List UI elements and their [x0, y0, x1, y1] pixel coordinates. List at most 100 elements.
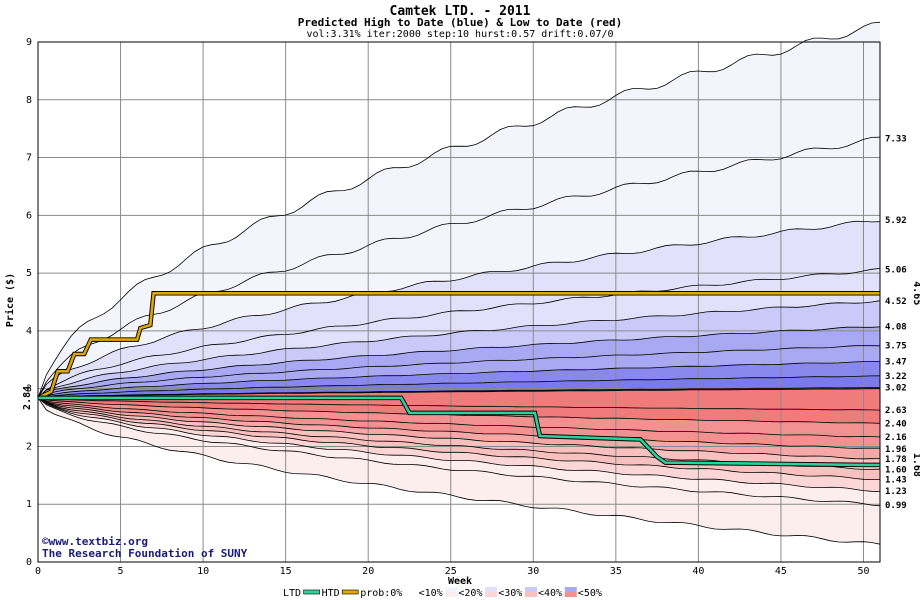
plot-frame	[37, 41, 881, 563]
y-tick-label: 8	[26, 95, 32, 106]
x-tick-label: 10	[197, 566, 209, 577]
percentile-value-label: 5.06	[885, 266, 907, 276]
red-band	[38, 397, 880, 459]
legend-band-swatch	[525, 592, 537, 597]
series-lines	[37, 291, 880, 468]
percentile-value-label: 1.96	[885, 445, 907, 455]
percentile-line	[37, 397, 881, 480]
legend-band-swatch	[485, 587, 498, 592]
percentile-lines	[37, 21, 881, 545]
series-final-label-ltd: 1.68	[911, 453, 920, 477]
red-band	[38, 397, 880, 506]
chart-subtitle: Predicted High to Date (blue) & Low to D…	[298, 16, 623, 29]
legend-band-label: <50%	[578, 588, 602, 599]
x-tick-label: 50	[857, 566, 869, 577]
percentile-line	[37, 397, 881, 411]
series-final-label-htd: 4.65	[911, 281, 920, 305]
percentile-value-label: 2.63	[885, 406, 907, 416]
legend: LTD HTD prob:0% <10% <20% <30% <40% <50%	[283, 587, 602, 599]
y-tick-label: 0	[26, 557, 32, 568]
red-band	[38, 397, 880, 424]
legend-htd-swatch	[341, 589, 359, 595]
blue-band	[38, 221, 880, 398]
legend-band-swatch	[485, 592, 498, 597]
y-tick-label: 3	[26, 384, 32, 395]
chart-title: Camtek LTD. - 2011	[390, 4, 531, 19]
y-tick-label: 5	[26, 268, 32, 279]
series-line-htd	[37, 291, 880, 400]
percentile-line	[37, 136, 881, 399]
x-tick-label: 0	[35, 566, 41, 577]
x-tick-label: 45	[775, 566, 787, 577]
y-tick-label: 2	[26, 441, 32, 452]
legend-band-swatch	[564, 587, 577, 592]
percentile-labels: 7.33 5.92 5.06 4.52 4.08 3.75 3.47 3.22 3.02 2.63…	[885, 134, 920, 510]
start-price-label: 2.84	[22, 386, 33, 410]
blue-band	[38, 300, 880, 398]
legend-band-swatch	[564, 592, 577, 597]
x-tick-label: 40	[692, 566, 704, 577]
blue-band	[38, 268, 880, 398]
blue-band	[38, 326, 880, 398]
x-tick-label: 15	[280, 566, 292, 577]
credit-org: The Research Foundation of SUNY	[42, 547, 248, 560]
percentile-line	[37, 397, 881, 449]
blue-band	[38, 375, 880, 398]
percentile-value-label: 4.08	[885, 322, 907, 332]
percentile-value-label: 3.75	[885, 341, 907, 351]
legend-band-label: <20%	[458, 588, 482, 599]
y-tick-label: 6	[26, 210, 32, 221]
credit-url: ©www.textbiz.org	[42, 535, 148, 548]
x-axis-label: Week	[448, 576, 472, 587]
percentile-value-label: 2.16	[885, 433, 907, 443]
percentile-line	[37, 220, 881, 399]
red-band	[38, 397, 880, 470]
percentile-line	[37, 268, 881, 399]
percentile-value-label: 3.02	[885, 384, 907, 394]
legend-htd-label: HTD	[322, 588, 340, 599]
legend-ltd-label: LTD	[283, 588, 301, 599]
legend-band-label: <40%	[538, 588, 562, 599]
red-band	[38, 397, 880, 545]
blue-band	[38, 361, 880, 398]
y-tick-label: 9	[26, 37, 32, 48]
legend-band-label: <10%	[419, 588, 443, 599]
probability-bands	[38, 22, 880, 562]
percentile-line	[37, 375, 881, 399]
percentile-value-label: 2.40	[885, 419, 907, 429]
legend-band-label: <30%	[498, 588, 522, 599]
legend-prob-label: prob:0%	[360, 588, 402, 599]
legend-band-swatch	[445, 592, 458, 597]
percentile-line	[37, 326, 881, 399]
x-tick-label: 30	[527, 566, 539, 577]
percentile-line	[37, 397, 881, 545]
percentile-value-label: 7.33	[885, 134, 907, 144]
red-band	[38, 397, 880, 437]
legend-band-swatch	[525, 587, 537, 592]
legend-ltd-swatch	[303, 589, 320, 595]
percentile-line	[37, 397, 881, 492]
percentile-line	[37, 361, 880, 399]
percentile-line	[37, 21, 881, 399]
percentile-line	[37, 397, 881, 424]
red-band	[38, 397, 880, 449]
percentile-line	[37, 397, 881, 438]
median-line	[37, 388, 880, 399]
percentile-value-label: 3.47	[885, 358, 907, 368]
percentile-line	[37, 300, 881, 399]
percentile-value-label: 1.23	[885, 487, 907, 497]
percentile-value-label: 4.52	[885, 297, 907, 307]
legend-band-swatch	[405, 592, 418, 597]
y-axis-label: Price ($)	[4, 273, 16, 327]
y-tick-label: 7	[26, 153, 32, 164]
x-tick-label: 35	[610, 566, 622, 577]
x-tick-label: 25	[445, 566, 457, 577]
y-tick-label: 4	[26, 326, 32, 337]
series-line-ltd	[38, 396, 880, 467]
percentile-value-label: 1.78	[885, 455, 907, 465]
percentile-value-label: 5.92	[885, 216, 907, 226]
percentile-value-label: 3.22	[885, 372, 907, 382]
blue-band	[38, 345, 880, 398]
